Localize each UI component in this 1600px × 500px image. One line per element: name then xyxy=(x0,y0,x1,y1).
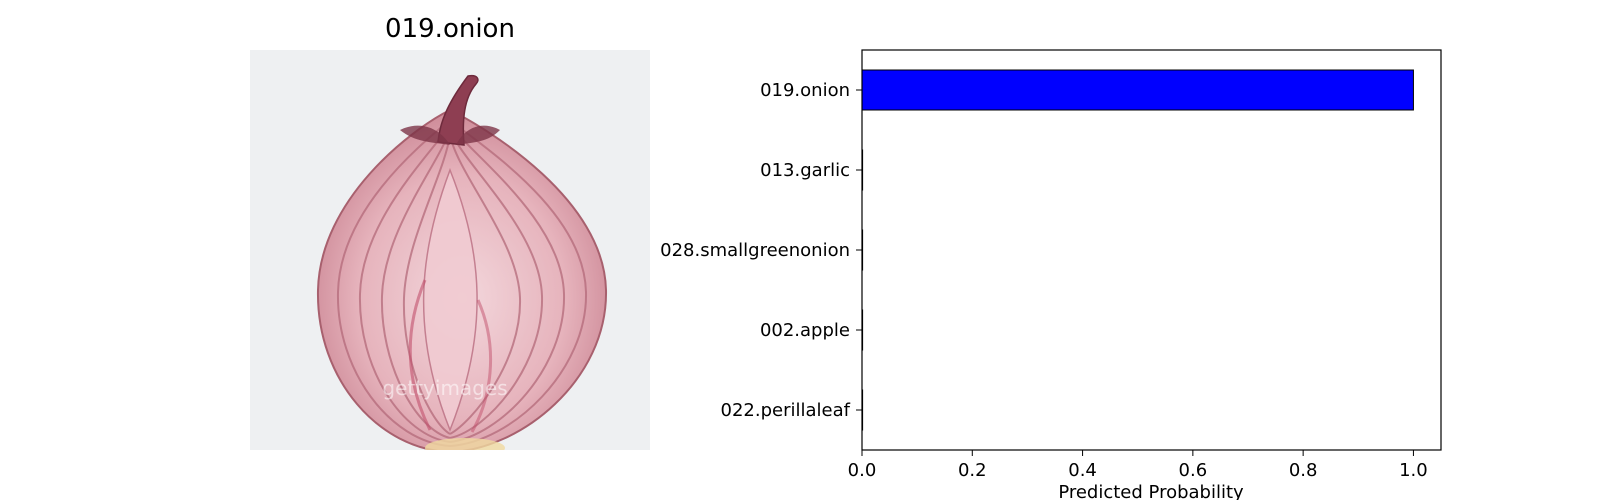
x-axis-label: Predicted Probability xyxy=(1058,482,1244,500)
y-tick-label: 019.onion xyxy=(760,80,850,101)
photo-watermark: gettyimages xyxy=(382,376,507,400)
y-tick-label: 013.garlic xyxy=(760,160,850,181)
x-tick-label: 0.4 xyxy=(1068,460,1097,481)
y-tick-label: 022.perillaleaf xyxy=(721,400,851,421)
x-tick-label: 0.8 xyxy=(1289,460,1318,481)
y-tick-label: 002.apple xyxy=(760,320,850,341)
x-tick-label: 1.0 xyxy=(1399,460,1428,481)
onion-photo: gettyimages xyxy=(250,50,650,450)
image-title: 019.onion xyxy=(385,14,515,44)
x-tick-label: 0.0 xyxy=(848,460,877,481)
x-tick-label: 0.6 xyxy=(1179,460,1208,481)
bar-019.onion xyxy=(861,69,1414,111)
y-tick-label: 028.smallgreenonion xyxy=(660,240,850,261)
x-tick-label: 0.2 xyxy=(958,460,987,481)
